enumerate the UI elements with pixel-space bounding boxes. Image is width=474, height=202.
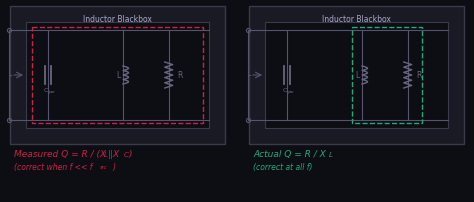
- Text: par: par: [288, 89, 295, 94]
- Text: C: C: [44, 88, 48, 93]
- Text: par: par: [49, 89, 56, 94]
- Text: R: R: [417, 70, 422, 80]
- Text: Measured Q = R / (X: Measured Q = R / (X: [14, 150, 106, 159]
- Text: ||X: ||X: [108, 150, 120, 159]
- Text: C: C: [283, 88, 287, 93]
- Text: (correct when f << f: (correct when f << f: [14, 163, 92, 172]
- Text: C: C: [124, 152, 129, 158]
- Bar: [26, 22, 209, 128]
- Text: src: src: [100, 165, 108, 170]
- Text: ): ): [129, 150, 133, 159]
- Text: ): ): [112, 163, 115, 172]
- Text: L: L: [329, 152, 333, 158]
- Bar: [265, 22, 448, 128]
- Text: R: R: [178, 70, 183, 80]
- Text: L: L: [355, 70, 359, 80]
- Bar: [352, 27, 422, 123]
- Text: L: L: [116, 70, 120, 80]
- Text: Inductor Blackbox: Inductor Blackbox: [322, 15, 391, 24]
- Text: L: L: [104, 152, 108, 158]
- Text: Inductor Blackbox: Inductor Blackbox: [83, 15, 152, 24]
- Bar: [10, 6, 225, 144]
- Text: (correct at all f): (correct at all f): [253, 163, 312, 172]
- Bar: [32, 27, 203, 123]
- Text: Actual Q = R / X: Actual Q = R / X: [253, 150, 326, 159]
- Bar: [249, 6, 464, 144]
